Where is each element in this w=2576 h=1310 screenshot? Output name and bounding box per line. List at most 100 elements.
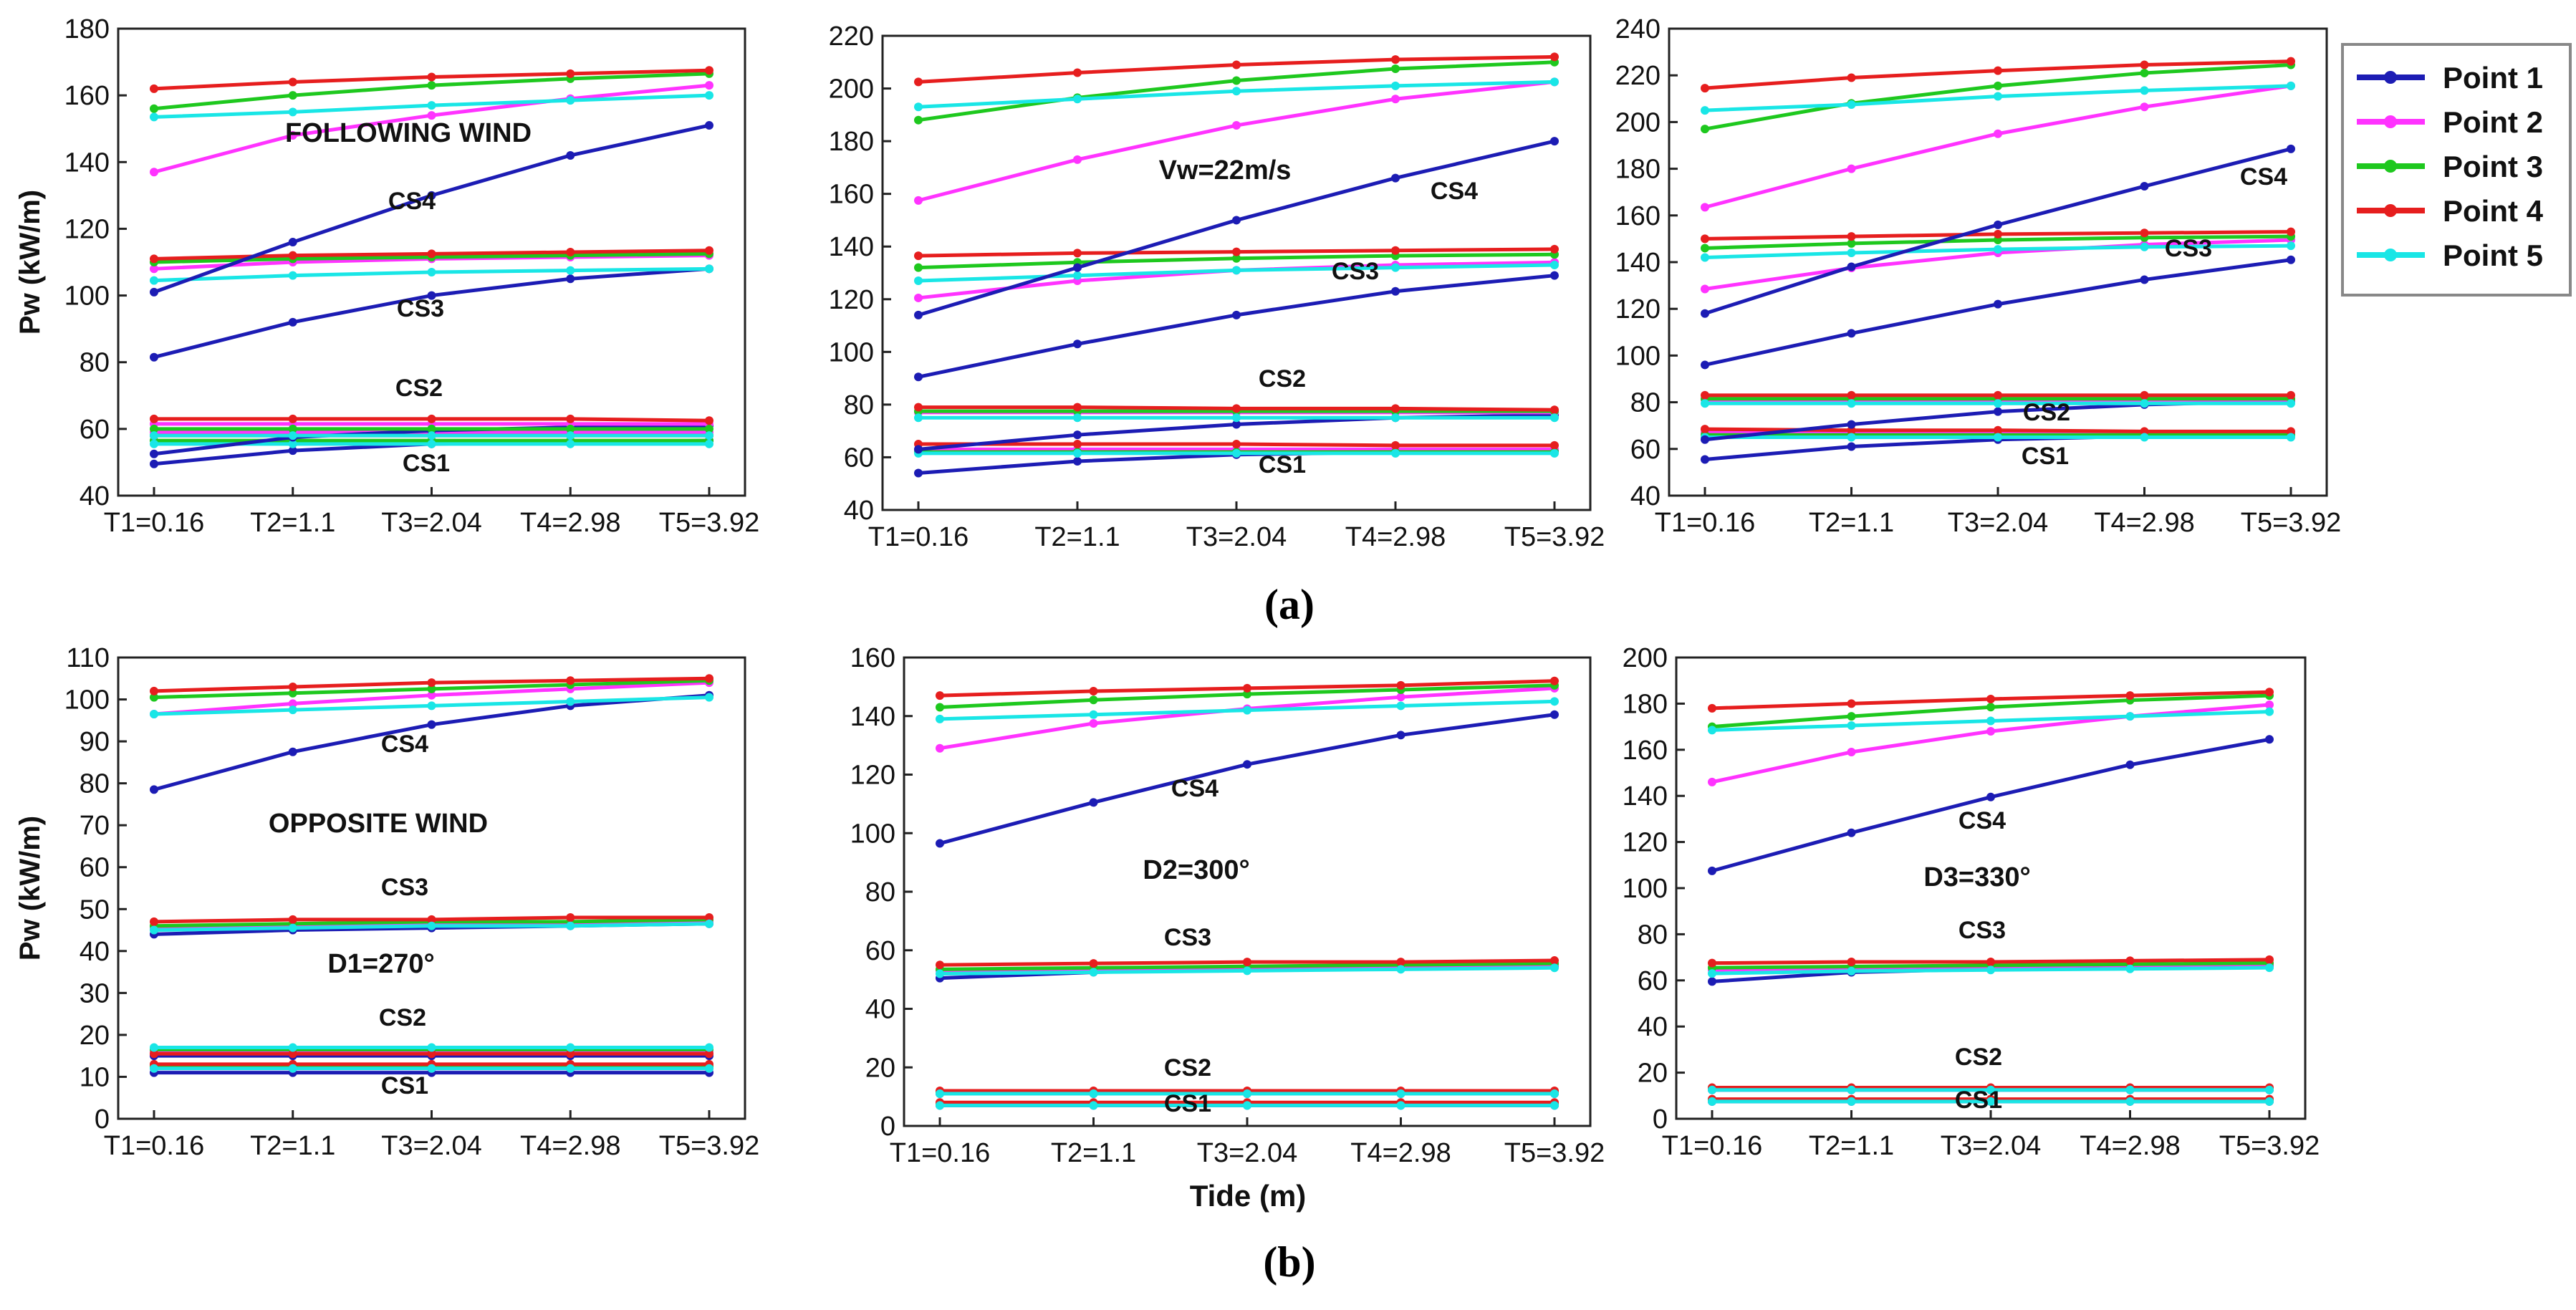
- series-line-cs4-point1: [1711, 737, 2270, 873]
- data-point: [1243, 705, 1251, 715]
- data-point: [150, 917, 158, 926]
- annotation-label: CS2: [1259, 365, 1306, 392]
- data-point: [705, 912, 713, 922]
- y-tick-label: 200: [1623, 643, 1668, 673]
- data-point: [150, 439, 158, 448]
- data-point: [1994, 299, 2002, 309]
- y-tick-label: 160: [64, 81, 110, 111]
- data-point: [705, 1064, 713, 1073]
- data-point: [1089, 710, 1098, 719]
- data-point: [705, 66, 713, 75]
- data-point: [1994, 66, 2002, 75]
- data-point: [936, 691, 944, 700]
- data-point: [1708, 969, 1716, 978]
- annotation-label: CS4: [1431, 178, 1478, 205]
- data-point: [566, 1049, 575, 1059]
- data-point: [1073, 68, 1082, 77]
- data-point: [1708, 777, 1716, 786]
- data-point: [1073, 249, 1082, 258]
- data-point: [288, 923, 297, 933]
- data-point: [2125, 712, 2135, 721]
- annotation-label: CS3: [381, 874, 428, 901]
- data-point: [2287, 241, 2295, 251]
- annotation-label: CS4: [1171, 775, 1219, 802]
- legend-label: Point 3: [2443, 150, 2543, 183]
- data-point: [1994, 245, 2002, 254]
- data-point: [288, 317, 297, 327]
- data-point: [427, 249, 436, 259]
- data-point: [150, 449, 158, 458]
- data-point: [2265, 707, 2274, 716]
- legend: Point 1 Point 2 Point 3 Point 4 Point 5: [2341, 43, 2572, 297]
- data-point: [1847, 433, 1856, 442]
- y-tick-label: 160: [850, 643, 895, 673]
- y-tick-label: 100: [64, 281, 110, 312]
- data-point: [1847, 239, 1856, 248]
- y-tick-label: 40: [865, 995, 895, 1025]
- annotation-label: CS2: [379, 1004, 426, 1031]
- data-point: [2125, 691, 2135, 700]
- annotation-label: CS3: [2165, 235, 2212, 262]
- data-point: [1701, 106, 1709, 115]
- data-point: [150, 1064, 158, 1073]
- data-point: [705, 431, 713, 440]
- data-point: [1073, 403, 1082, 412]
- data-point: [1994, 425, 2002, 435]
- x-tick-label: T2=1.1: [1034, 522, 1120, 552]
- y-tick-label: 60: [844, 443, 874, 473]
- data-point: [1986, 965, 1995, 975]
- data-point: [1994, 399, 2002, 408]
- data-point: [1847, 442, 1856, 451]
- data-point: [1701, 253, 1709, 262]
- data-point: [1550, 244, 1559, 254]
- data-point: [1701, 203, 1709, 212]
- data-point: [1391, 246, 1400, 255]
- data-point: [1550, 448, 1559, 458]
- data-point: [566, 96, 575, 105]
- data-point: [150, 431, 158, 440]
- data-point: [1994, 220, 2002, 229]
- data-point: [288, 1043, 297, 1052]
- data-point: [1243, 1089, 1251, 1099]
- y-tick-label: 140: [64, 148, 110, 178]
- data-point: [150, 925, 158, 935]
- data-point: [1986, 703, 1995, 712]
- data-point: [914, 251, 923, 261]
- annotation-label: CS1: [2022, 443, 2069, 470]
- x-tick-label: T1=0.16: [104, 1131, 205, 1161]
- data-point: [1847, 248, 1856, 257]
- y-tick-label: 60: [1638, 966, 1668, 996]
- data-point: [427, 414, 436, 423]
- data-point: [150, 276, 158, 285]
- x-tick-label: T1=0.16: [1655, 508, 1756, 538]
- data-point: [1391, 413, 1400, 423]
- y-tick-label: 140: [1615, 248, 1661, 278]
- x-tick-label: T5=3.92: [2241, 508, 2342, 538]
- x-tick-label: T3=2.04: [381, 508, 482, 538]
- data-point: [1550, 271, 1559, 280]
- data-point: [288, 251, 297, 260]
- data-point: [1708, 703, 1716, 713]
- data-point: [1073, 430, 1082, 440]
- data-point: [288, 414, 297, 423]
- data-point: [150, 424, 158, 433]
- x-tick-label: T4=2.98: [2080, 1131, 2181, 1161]
- x-tick-label: T1=0.16: [890, 1138, 991, 1168]
- data-point: [1847, 1085, 1856, 1094]
- data-point: [2140, 275, 2149, 284]
- x-axis-label: Tide (m): [1190, 1179, 1307, 1213]
- data-point: [1550, 710, 1559, 719]
- x-tick-label: T1=0.16: [104, 508, 205, 538]
- data-point: [150, 287, 158, 297]
- data-point: [1994, 229, 2002, 239]
- data-point: [1550, 676, 1559, 685]
- data-point: [705, 439, 713, 448]
- x-tick-label: T4=2.98: [1345, 522, 1446, 552]
- data-point: [150, 1049, 158, 1059]
- data-point: [1994, 92, 2002, 101]
- data-point: [705, 424, 713, 433]
- data-point: [1994, 390, 2002, 400]
- y-tick-label: 120: [1623, 828, 1668, 858]
- data-point: [1073, 440, 1082, 449]
- data-point: [566, 274, 575, 284]
